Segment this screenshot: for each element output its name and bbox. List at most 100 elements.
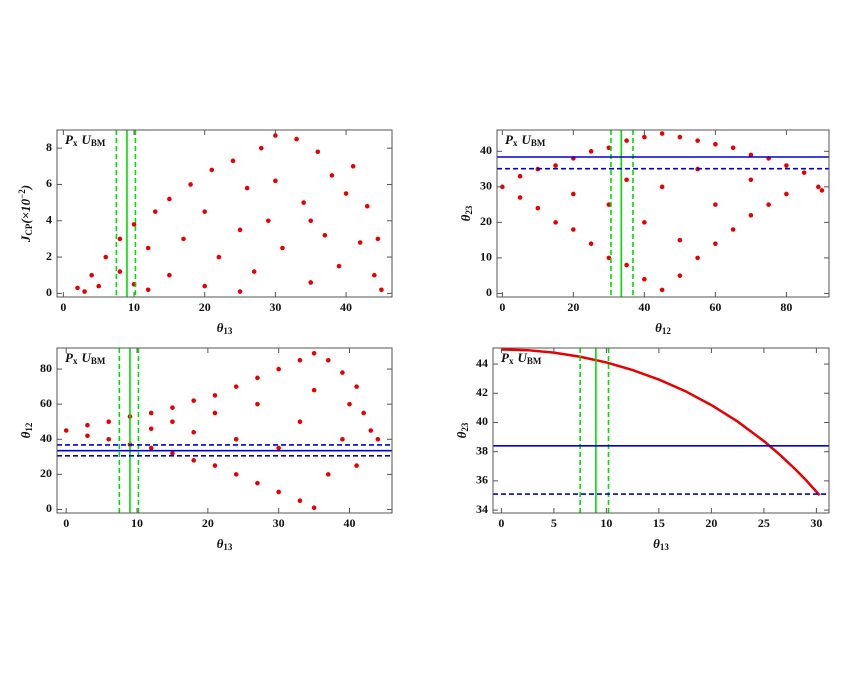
point: [255, 401, 260, 407]
point: [212, 410, 218, 416]
label-part: J: [18, 235, 33, 243]
label-part: θ: [217, 536, 224, 551]
point: [106, 419, 112, 425]
point: [237, 289, 243, 294]
point: [103, 254, 109, 260]
x-tick-label: 20: [567, 300, 579, 314]
y-tick-label: 42: [476, 385, 488, 399]
y-tick-label: 20: [480, 214, 492, 228]
label-part: P: [65, 132, 74, 147]
label-part: θ: [18, 431, 33, 438]
point: [624, 262, 629, 268]
point: [713, 141, 718, 147]
point: [659, 184, 665, 190]
label-part: U: [521, 132, 531, 147]
x-tick-label: 60: [709, 300, 721, 314]
point: [350, 164, 356, 169]
label-part: θ: [458, 214, 473, 221]
point: [553, 220, 558, 225]
point: [237, 227, 243, 233]
x-tick-label: 20: [199, 300, 211, 314]
point: [258, 145, 264, 151]
label-part: BM: [91, 356, 106, 366]
x-tick-label: 0: [63, 516, 69, 530]
label-part: U: [517, 350, 527, 365]
point: [325, 357, 331, 363]
point: [255, 480, 260, 486]
point: [297, 498, 303, 504]
point: [233, 436, 239, 442]
point: [642, 134, 647, 140]
point: [730, 227, 736, 232]
point: [233, 384, 239, 389]
point: [343, 191, 349, 196]
point: [117, 236, 123, 242]
point: [340, 370, 345, 375]
point: [244, 185, 250, 191]
annotation: Px UBM: [65, 132, 106, 148]
label-part: 13: [223, 326, 233, 336]
label-part: x: [509, 356, 514, 366]
y-tick-label: 36: [476, 473, 488, 487]
point: [379, 287, 384, 293]
label-part: 23: [460, 422, 470, 432]
point: [730, 145, 736, 151]
x-tick-label: 10: [128, 300, 140, 314]
point: [216, 254, 222, 260]
point: [191, 458, 196, 463]
y-tick-label: 38: [476, 443, 488, 457]
label-part: P: [505, 132, 514, 147]
point: [354, 463, 359, 468]
point: [677, 273, 683, 278]
point: [819, 188, 825, 193]
x-axis-label: θ13: [653, 536, 669, 552]
point: [500, 184, 505, 190]
point: [255, 375, 260, 381]
x-tick-label: 0: [499, 300, 505, 314]
point: [212, 393, 218, 398]
y-tick-label: 60: [40, 396, 52, 410]
y-tick-label: 4: [46, 213, 52, 227]
point: [311, 505, 317, 511]
point: [131, 222, 137, 227]
point: [75, 285, 80, 291]
label-part: x: [73, 138, 78, 148]
point: [167, 272, 172, 278]
label-part: θ: [653, 536, 660, 551]
label-part: θ: [655, 320, 662, 335]
point: [148, 445, 154, 451]
point: [297, 357, 303, 363]
point: [347, 401, 352, 407]
point: [170, 405, 175, 410]
annotation: Px UBM: [505, 132, 546, 148]
point: [361, 410, 366, 416]
point: [801, 170, 807, 175]
point: [294, 136, 299, 142]
point: [588, 241, 594, 247]
point: [148, 426, 154, 432]
point: [372, 272, 377, 278]
label-part: x: [513, 138, 518, 148]
point: [375, 436, 381, 442]
point: [82, 289, 87, 294]
point: [276, 366, 281, 372]
label-part: 23: [464, 205, 474, 215]
label-part: 13: [660, 542, 670, 552]
point: [181, 236, 186, 242]
y-tick-label: 20: [40, 466, 52, 480]
label-part: CP: [24, 223, 34, 235]
point: [357, 240, 363, 245]
y-tick-label: 2: [46, 249, 52, 263]
label-part: 13: [223, 542, 233, 552]
point: [329, 173, 335, 178]
y-tick-label: 34: [476, 502, 488, 516]
label-part: θ: [217, 320, 224, 335]
point: [311, 350, 317, 356]
x-tick-label: 40: [340, 300, 352, 314]
point: [85, 433, 90, 439]
point: [85, 422, 90, 428]
y-tick-label: 8: [46, 140, 52, 154]
plot-frame: [496, 129, 830, 298]
point: [368, 428, 374, 433]
